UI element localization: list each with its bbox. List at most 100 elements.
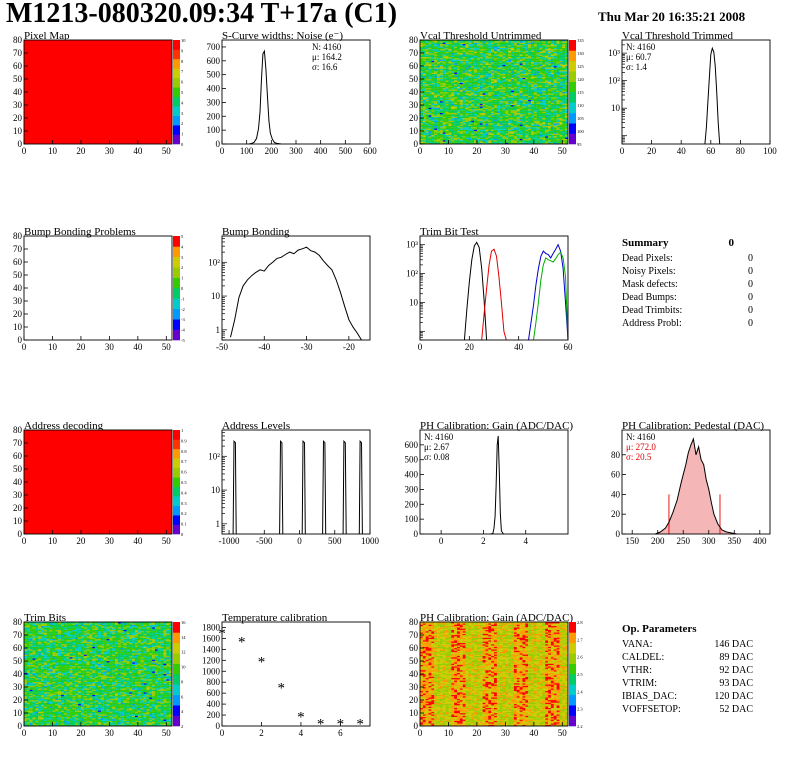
heatmap-cell bbox=[556, 67, 560, 69]
heatmap-cell bbox=[29, 650, 33, 653]
heatmap-cell bbox=[32, 696, 36, 698]
stats-entry: σ: 1.4 bbox=[626, 62, 647, 72]
heatmap-cell bbox=[437, 90, 441, 93]
heatmap-cell bbox=[465, 124, 469, 126]
heatmap-cell bbox=[539, 59, 543, 61]
heatmap-cell bbox=[24, 663, 27, 666]
y-tick-label: 0 bbox=[18, 529, 23, 539]
heatmap-cell bbox=[499, 119, 503, 121]
heatmap-cell bbox=[431, 77, 435, 80]
heatmap-cell bbox=[468, 134, 472, 137]
heatmap-cell bbox=[457, 51, 460, 54]
heatmap-cell bbox=[26, 628, 30, 630]
heatmap-cell bbox=[32, 707, 36, 710]
heatmap-cell bbox=[454, 102, 458, 104]
heatmap-cell bbox=[425, 140, 429, 142]
heatmap-cell bbox=[539, 63, 543, 65]
heatmap-cell bbox=[485, 68, 489, 71]
heatmap-cell bbox=[511, 66, 515, 68]
heatmap-cell bbox=[528, 49, 532, 51]
heatmap-cell bbox=[445, 128, 449, 130]
heatmap-cell bbox=[442, 92, 446, 94]
heatmap-cell bbox=[562, 84, 566, 86]
y-tick-label: 50 bbox=[409, 74, 419, 84]
heatmap-cell bbox=[494, 45, 497, 47]
heatmap-cell bbox=[24, 718, 27, 720]
heatmap-cell bbox=[465, 115, 469, 117]
heatmap-cell bbox=[437, 56, 441, 59]
heatmap-cell bbox=[556, 71, 560, 73]
heatmap-cell bbox=[434, 128, 438, 130]
heatmap-cell bbox=[482, 75, 486, 77]
heatmap-cell bbox=[550, 84, 554, 86]
heatmap-cell bbox=[451, 129, 455, 132]
heatmap-cell bbox=[420, 46, 423, 48]
heatmap-cell bbox=[565, 142, 569, 145]
heatmap-cell bbox=[439, 60, 443, 63]
heatmap-cell bbox=[476, 56, 480, 59]
heatmap-cell bbox=[24, 690, 27, 693]
heatmap-cell bbox=[511, 128, 515, 130]
heatmap-cell bbox=[445, 116, 449, 119]
heatmap-cell bbox=[553, 107, 557, 110]
heatmap-cell bbox=[468, 54, 472, 56]
heatmap-cell bbox=[32, 705, 36, 707]
heatmap-cell bbox=[550, 67, 554, 69]
heatmap-cell bbox=[422, 121, 426, 124]
heatmap-cell bbox=[559, 49, 563, 51]
heatmap-cell bbox=[474, 76, 478, 78]
heatmap-cell bbox=[468, 64, 472, 67]
heatmap-cell bbox=[420, 107, 423, 110]
heatmap-cell bbox=[533, 68, 537, 71]
heatmap-cell bbox=[528, 134, 532, 137]
heatmap-cell bbox=[479, 73, 483, 76]
heatmap-cell bbox=[459, 131, 463, 133]
heatmap-cell bbox=[496, 76, 500, 78]
heatmap-cell bbox=[505, 131, 509, 133]
heatmap-cell bbox=[565, 115, 569, 117]
heatmap-cell bbox=[536, 95, 540, 98]
heatmap-cell bbox=[422, 47, 426, 50]
heatmap-cell bbox=[451, 134, 455, 137]
heatmap-cell bbox=[420, 43, 423, 46]
heatmap-cell bbox=[553, 41, 557, 43]
heatmap-cell bbox=[26, 636, 30, 638]
heatmap-cell bbox=[531, 127, 534, 129]
heatmap-cell bbox=[428, 81, 432, 84]
heatmap-cell bbox=[445, 124, 449, 126]
heatmap-cell bbox=[428, 73, 432, 76]
heatmap-cell bbox=[531, 120, 534, 123]
heatmap-cell bbox=[428, 51, 432, 54]
heatmap-cell bbox=[471, 133, 475, 136]
heatmap-cell bbox=[425, 125, 429, 128]
heatmap-cell bbox=[499, 118, 503, 120]
palette-label: 0.6 bbox=[181, 470, 187, 475]
heatmap-cell bbox=[485, 108, 489, 111]
heatmap-cell bbox=[494, 94, 497, 97]
heatmap-cell bbox=[491, 92, 495, 94]
heatmap-cell bbox=[522, 60, 526, 63]
heatmap-cell bbox=[476, 93, 480, 95]
heatmap-cell bbox=[494, 55, 497, 58]
heatmap-cell bbox=[550, 106, 554, 108]
heatmap-cell bbox=[553, 88, 557, 90]
heatmap-cell bbox=[533, 69, 537, 72]
heatmap-cell bbox=[525, 73, 529, 76]
heatmap-cell bbox=[482, 114, 486, 116]
heatmap-cell bbox=[482, 66, 486, 68]
heatmap-cell bbox=[454, 51, 458, 54]
heatmap-cell bbox=[468, 118, 472, 120]
heatmap-cell bbox=[457, 137, 460, 139]
heatmap-cell bbox=[420, 55, 423, 58]
heatmap-cell bbox=[516, 77, 520, 80]
heatmap-cell bbox=[482, 72, 486, 74]
heatmap-cell bbox=[502, 141, 506, 143]
heatmap-cell bbox=[508, 121, 512, 124]
heatmap-cell bbox=[491, 72, 495, 74]
heatmap-cell bbox=[496, 63, 500, 65]
heatmap-cell bbox=[536, 114, 540, 116]
heatmap-cell bbox=[562, 134, 566, 137]
heatmap-cell bbox=[531, 124, 534, 126]
heatmap-cell bbox=[442, 82, 446, 85]
heatmap-cell bbox=[562, 51, 566, 54]
